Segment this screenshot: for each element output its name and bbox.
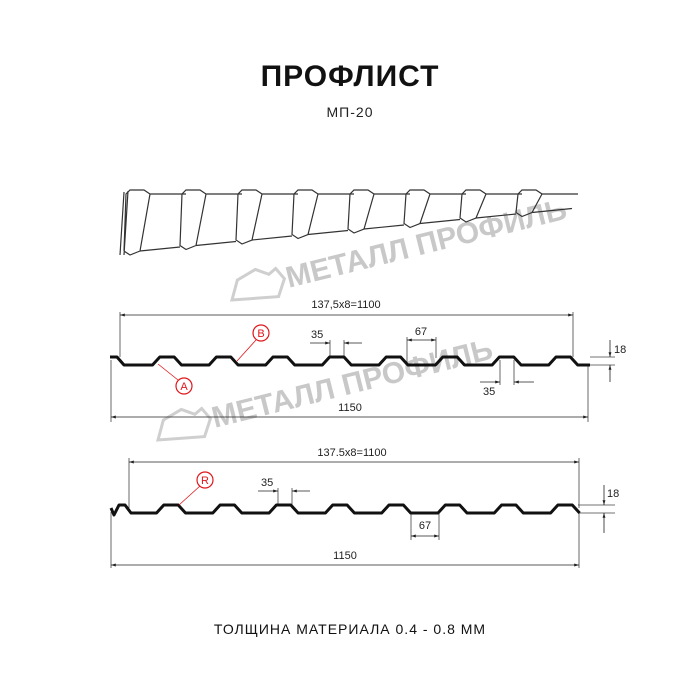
pitch-label: 137.5x8=1100	[317, 447, 386, 459]
height-label: 18	[614, 344, 626, 356]
bottom-rib-label: 35	[483, 386, 495, 398]
page-subtitle: МП-20	[326, 104, 374, 120]
sheet-ribs	[119, 189, 578, 256]
callout-b	[252, 324, 270, 342]
pitch-label: 137,5x8=1100	[311, 299, 380, 311]
top-width-label: 35	[311, 329, 323, 341]
watermark-text: МЕТАЛЛ ПРОФИЛЬ	[282, 193, 570, 295]
callout-r-label: R	[201, 475, 209, 487]
callout-r	[196, 471, 214, 489]
callout-a	[175, 377, 193, 395]
profile-1: 137,5x8=1100 1150 35 67 35 18 B	[110, 299, 626, 422]
profile-2: 137.5x8=1100 1150 35 67 18 R	[109, 447, 619, 568]
profile-2-outline	[109, 503, 581, 517]
width-label: 1150	[338, 402, 362, 414]
bottom-width-label: 67	[419, 520, 431, 532]
page-title: ПРОФЛИСТ	[260, 60, 440, 93]
bottom-width-label: 67	[415, 326, 427, 338]
width-label: 1150	[333, 550, 357, 562]
watermark-logo-2: МЕТАЛЛ ПРОФИЛЬ	[156, 333, 496, 442]
material-thickness-note: ТОЛЩИНА МАТЕРИАЛА 0.4 - 0.8 ММ	[213, 621, 487, 637]
height-label: 18	[607, 488, 619, 500]
watermark-text: МЕТАЛЛ ПРОФИЛЬ	[208, 333, 496, 435]
watermark-logo-1: МЕТАЛЛ ПРОФИЛЬ	[230, 193, 570, 302]
profile-1-outline	[110, 355, 590, 367]
callout-b-label: B	[257, 328, 264, 340]
top-width-label: 35	[261, 477, 273, 489]
callout-a-label: A	[180, 381, 188, 393]
sheet-3d-illustration	[119, 189, 578, 256]
